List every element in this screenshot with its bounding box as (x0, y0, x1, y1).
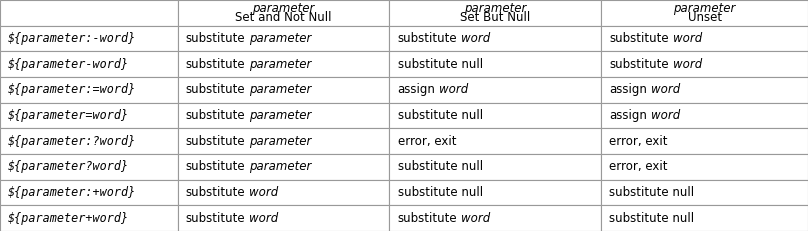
Text: ${parameter:=word}: ${parameter:=word} (8, 83, 137, 96)
Text: substitute: substitute (186, 32, 246, 45)
Text: substitute: substitute (186, 83, 246, 96)
Bar (601, 51, 808, 77)
Text: ${parameter:?word}: ${parameter:?word} (8, 135, 137, 148)
Bar (601, 205, 808, 231)
Text: substitute: substitute (186, 135, 246, 148)
Text: assign: assign (398, 83, 436, 96)
Text: substitute null: substitute null (398, 186, 482, 199)
Text: error, exit: error, exit (609, 135, 667, 148)
Bar (601, 128, 808, 154)
Text: assign: assign (609, 83, 647, 96)
Bar (0, 154, 178, 180)
Bar (178, 154, 389, 180)
Text: substitute null: substitute null (398, 58, 482, 71)
Bar (601, 180, 808, 205)
Bar (389, 26, 601, 51)
Bar (178, 103, 389, 128)
Bar (0, 77, 178, 103)
Text: ${parameter=word}: ${parameter=word} (8, 109, 129, 122)
Text: parameter: parameter (252, 2, 315, 15)
Text: Unset: Unset (688, 12, 722, 24)
Text: substitute: substitute (186, 186, 246, 199)
Text: word: word (461, 212, 490, 225)
Bar (0, 103, 178, 128)
Bar (389, 205, 601, 231)
Text: substitute: substitute (186, 58, 246, 71)
Text: substitute null: substitute null (398, 160, 482, 173)
Bar (178, 51, 389, 77)
Text: word: word (440, 83, 469, 96)
Bar (601, 103, 808, 128)
Bar (0, 205, 178, 231)
Bar (601, 154, 808, 180)
Text: word: word (461, 32, 490, 45)
Text: parameter: parameter (249, 58, 312, 71)
Text: word: word (672, 32, 702, 45)
Text: word: word (651, 83, 680, 96)
Text: substitute null: substitute null (609, 212, 694, 225)
Bar (178, 205, 389, 231)
Text: parameter: parameter (249, 160, 312, 173)
Bar (389, 0, 601, 26)
Bar (389, 77, 601, 103)
Text: substitute: substitute (609, 32, 669, 45)
Text: Set But Null: Set But Null (461, 12, 530, 24)
Bar (389, 103, 601, 128)
Bar (178, 128, 389, 154)
Bar (178, 77, 389, 103)
Bar (178, 180, 389, 205)
Bar (0, 128, 178, 154)
Bar (601, 0, 808, 26)
Bar (389, 154, 601, 180)
Text: substitute: substitute (398, 32, 457, 45)
Bar (0, 0, 178, 26)
Text: word: word (672, 58, 702, 71)
Bar (0, 180, 178, 205)
Bar (0, 26, 178, 51)
Text: ${parameter-word}: ${parameter-word} (8, 58, 129, 71)
Bar (0, 51, 178, 77)
Bar (389, 180, 601, 205)
Text: error, exit: error, exit (398, 135, 456, 148)
Bar (178, 26, 389, 51)
Text: substitute null: substitute null (609, 186, 694, 199)
Text: parameter: parameter (249, 32, 312, 45)
Bar (389, 128, 601, 154)
Text: parameter: parameter (464, 2, 527, 15)
Text: word: word (249, 212, 279, 225)
Text: ${parameter?word}: ${parameter?word} (8, 160, 129, 173)
Text: word: word (651, 109, 680, 122)
Text: parameter: parameter (249, 83, 312, 96)
Text: parameter: parameter (249, 135, 312, 148)
Text: word: word (249, 186, 279, 199)
Text: assign: assign (609, 109, 647, 122)
Text: error, exit: error, exit (609, 160, 667, 173)
Text: substitute: substitute (186, 212, 246, 225)
Text: ${parameter+word}: ${parameter+word} (8, 212, 129, 225)
Text: ${parameter:-word}: ${parameter:-word} (8, 32, 137, 45)
Bar (389, 51, 601, 77)
Text: Set and Not Null: Set and Not Null (235, 12, 332, 24)
Text: substitute: substitute (609, 58, 669, 71)
Text: parameter: parameter (249, 109, 312, 122)
Text: parameter: parameter (673, 2, 736, 15)
Bar (601, 77, 808, 103)
Text: ${parameter:+word}: ${parameter:+word} (8, 186, 137, 199)
Text: substitute: substitute (398, 212, 457, 225)
Text: substitute: substitute (186, 160, 246, 173)
Bar (178, 0, 389, 26)
Text: substitute null: substitute null (398, 109, 482, 122)
Bar (601, 26, 808, 51)
Text: substitute: substitute (186, 109, 246, 122)
